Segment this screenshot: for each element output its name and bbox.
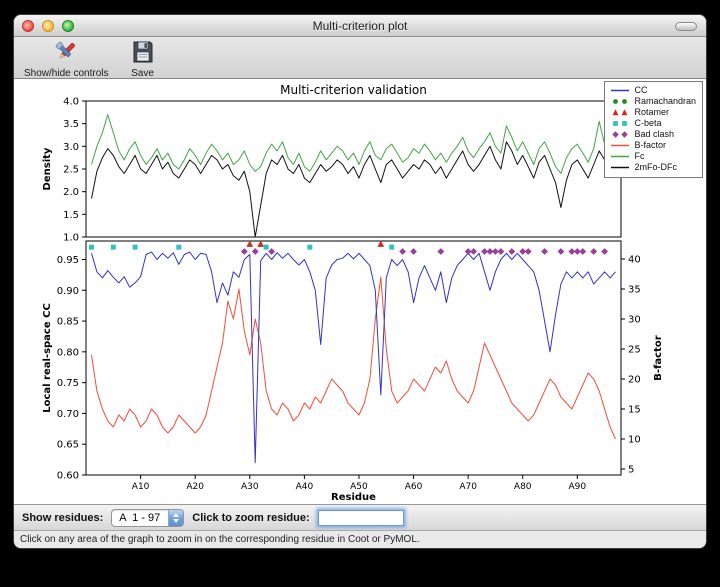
window-title: Multi-criterion plot bbox=[312, 19, 408, 33]
minimize-button[interactable] bbox=[42, 20, 54, 32]
line-2mFo-DFc bbox=[91, 141, 616, 238]
svg-text:A50: A50 bbox=[350, 482, 368, 492]
svg-text:A10: A10 bbox=[132, 482, 150, 492]
status-text: Click on any area of the graph to zoom i… bbox=[20, 534, 420, 545]
multi-criterion-plot[interactable]: Multi-criterion validation 1.0 1.5 2.0 2.5 3.… bbox=[14, 79, 707, 504]
svg-text:30: 30 bbox=[628, 315, 641, 326]
svg-text:5: 5 bbox=[628, 465, 634, 476]
svg-text:A90: A90 bbox=[569, 482, 587, 492]
svg-text:Density: Density bbox=[42, 147, 53, 190]
legend-label: Bad clash bbox=[634, 129, 674, 139]
svg-text:0.75: 0.75 bbox=[57, 378, 79, 389]
legend-item: CC bbox=[610, 85, 696, 96]
svg-text:A60: A60 bbox=[405, 482, 423, 492]
svg-text:3.0: 3.0 bbox=[63, 142, 79, 153]
svg-text:0.70: 0.70 bbox=[57, 409, 79, 420]
cc-axes bbox=[85, 240, 622, 476]
legend-glyph-triangle bbox=[612, 109, 628, 116]
svg-text:0.80: 0.80 bbox=[57, 347, 79, 358]
close-button[interactable] bbox=[22, 20, 34, 32]
svg-text:4.0: 4.0 bbox=[63, 97, 79, 108]
window: Multi-criterion plot Show/hide controls bbox=[13, 14, 707, 549]
svg-text:A40: A40 bbox=[296, 482, 314, 492]
svg-text:1.5: 1.5 bbox=[63, 210, 79, 221]
svg-text:A70: A70 bbox=[459, 482, 477, 492]
legend-glyph-diamond bbox=[612, 131, 629, 138]
toolbar-button-label: Show/hide controls bbox=[24, 68, 109, 79]
toolbar: Show/hide controls Save bbox=[14, 37, 706, 79]
svg-text:15: 15 bbox=[628, 405, 641, 416]
svg-text:25: 25 bbox=[628, 345, 641, 356]
legend-item: B-factor bbox=[610, 140, 696, 151]
svg-text:2.0: 2.0 bbox=[63, 187, 79, 198]
svg-text:A20: A20 bbox=[186, 482, 204, 492]
legend-item: Fc bbox=[610, 151, 696, 162]
legend-glyph-line bbox=[611, 166, 630, 169]
zoom-button[interactable] bbox=[62, 20, 74, 32]
svg-text:B-factor: B-factor bbox=[653, 335, 664, 380]
legend-item: Rotamer bbox=[610, 107, 696, 118]
window-controls bbox=[22, 20, 74, 32]
tools-icon bbox=[53, 39, 79, 68]
residue-range-select[interactable]: A 1 - 97 bbox=[111, 508, 185, 527]
line-CC bbox=[91, 251, 616, 464]
legend-label: 2mFo-DFc bbox=[634, 162, 677, 172]
density-axes bbox=[85, 100, 622, 238]
svg-text:0.85: 0.85 bbox=[57, 317, 79, 328]
residue-range-value: A 1 - 97 bbox=[119, 511, 161, 524]
legend-glyph-square bbox=[613, 121, 628, 126]
stepper-icon[interactable] bbox=[168, 509, 184, 526]
svg-text:Residue: Residue bbox=[331, 492, 376, 503]
svg-text:3.5: 3.5 bbox=[63, 119, 79, 130]
plot-legend: CC Ramachandran Rotamer C-beta Bad clash B-fa… bbox=[604, 81, 703, 178]
toolbar-button-show-hide-controls[interactable]: Show/hide controls bbox=[20, 38, 113, 80]
svg-text:Local real-space CC: Local real-space CC bbox=[42, 303, 53, 413]
legend-item: 2mFo-DFc bbox=[610, 162, 696, 173]
show-residues-label: Show residues: bbox=[22, 511, 104, 524]
svg-text:0.95: 0.95 bbox=[57, 255, 79, 266]
legend-label: Ramachandran bbox=[634, 96, 696, 106]
svg-text:40: 40 bbox=[628, 255, 641, 266]
line-Fc bbox=[91, 114, 616, 174]
toolbar-button-label: Save bbox=[131, 68, 154, 79]
save-icon bbox=[131, 39, 155, 68]
toolbar-pill-button[interactable] bbox=[675, 22, 697, 31]
plot-area: Multi-criterion validation 1.0 1.5 2.0 2.5 3.… bbox=[14, 79, 706, 504]
markers-Rotamer bbox=[246, 240, 385, 247]
svg-text:0.90: 0.90 bbox=[57, 286, 79, 297]
legend-glyph-circle bbox=[613, 99, 628, 104]
controls-bar: Show residues: A 1 - 97 Click to zoom re… bbox=[14, 504, 706, 530]
markers-C-beta bbox=[88, 244, 395, 250]
svg-text:A80: A80 bbox=[514, 482, 532, 492]
svg-text:A30: A30 bbox=[241, 482, 259, 492]
svg-text:0.65: 0.65 bbox=[57, 440, 79, 451]
legend-item: C-beta bbox=[610, 118, 696, 129]
toolbar-button-save[interactable]: Save bbox=[127, 38, 159, 80]
svg-text:Multi-criterion validation: Multi-criterion validation bbox=[280, 83, 427, 97]
status-bar: Click on any area of the graph to zoom i… bbox=[14, 530, 706, 548]
legend-glyph-line bbox=[611, 155, 630, 158]
legend-label: CC bbox=[634, 85, 648, 95]
svg-text:20: 20 bbox=[628, 375, 641, 386]
markers-Bad clash bbox=[240, 248, 609, 255]
legend-item: Ramachandran bbox=[610, 96, 696, 107]
legend-label: Rotamer bbox=[634, 107, 669, 117]
title-bar[interactable]: Multi-criterion plot bbox=[14, 15, 706, 37]
svg-text:35: 35 bbox=[628, 285, 641, 296]
zoom-residue-label: Click to zoom residue: bbox=[192, 511, 310, 524]
legend-label: Fc bbox=[634, 151, 645, 161]
legend-label: C-beta bbox=[634, 118, 662, 128]
svg-text:2.5: 2.5 bbox=[63, 165, 79, 176]
legend-glyph-line bbox=[611, 89, 630, 92]
zoom-residue-input[interactable] bbox=[317, 509, 404, 526]
svg-text:10: 10 bbox=[628, 435, 641, 446]
legend-label: B-factor bbox=[634, 140, 666, 150]
svg-text:1.0: 1.0 bbox=[63, 233, 79, 244]
legend-glyph-line bbox=[611, 144, 630, 147]
legend-item: Bad clash bbox=[610, 129, 696, 140]
svg-text:0.60: 0.60 bbox=[57, 471, 79, 482]
line-B-factor bbox=[91, 276, 616, 440]
